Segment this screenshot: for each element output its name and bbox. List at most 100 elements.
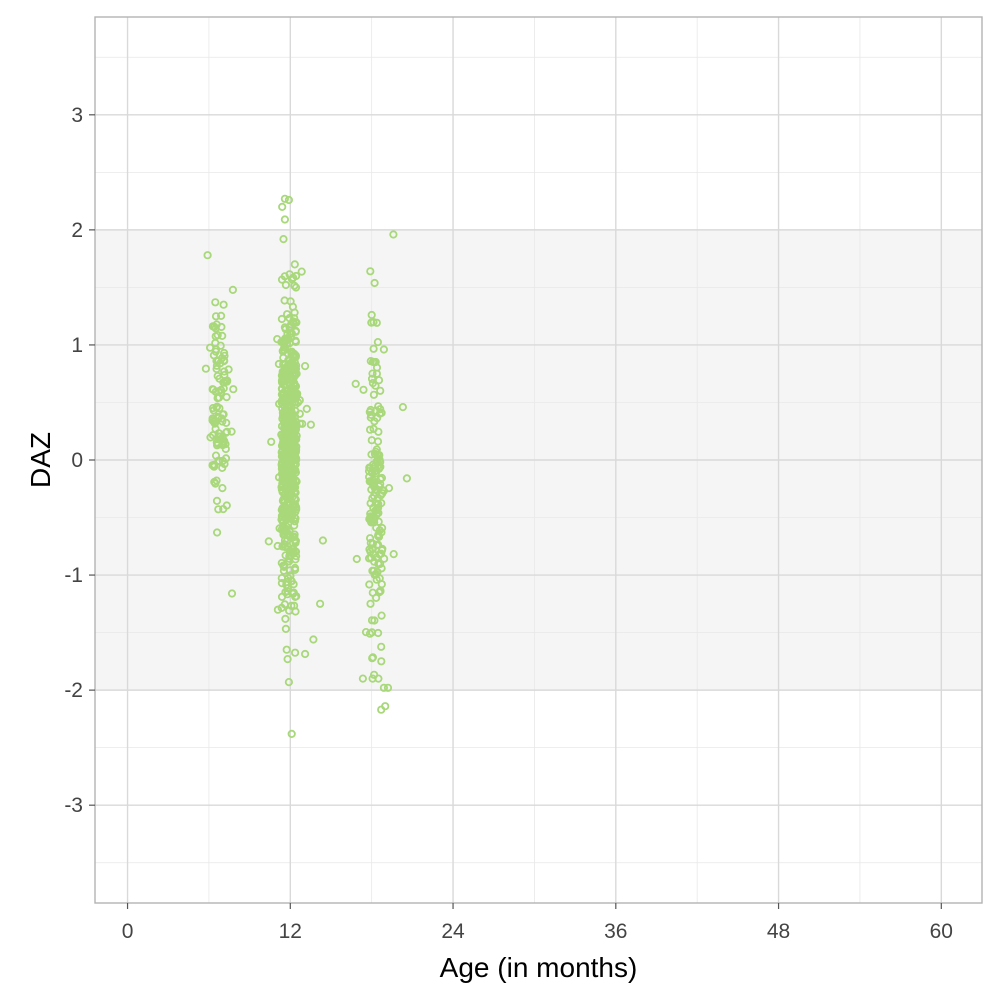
x-axis-title: Age (in months) [440,952,638,983]
data-point [375,526,384,535]
data-point [280,215,289,224]
data-point [289,580,298,589]
data-point [216,341,225,350]
data-point [365,580,374,589]
data-point [282,580,291,590]
data-point [277,384,286,393]
data-point [282,398,291,407]
data-point [370,278,379,288]
data-point [367,318,376,327]
data-point [376,405,385,414]
data-point [367,616,377,625]
data-point [368,588,377,597]
data-point [318,536,327,545]
data-point [267,437,276,446]
data-point [374,559,383,569]
data-point [288,273,298,282]
data-point [212,496,222,505]
data-point [286,550,295,560]
data-point [222,418,231,427]
data-point [372,445,381,454]
data-point [282,433,291,442]
data-point [376,386,385,395]
data-point [367,310,376,320]
data-point [281,624,290,634]
data-point [290,349,299,359]
data-point [227,589,237,598]
data-point [369,491,379,501]
data-point [279,353,288,362]
data-point [206,343,215,352]
data-point [377,657,386,666]
data-point [377,611,386,620]
y-axis-ticks: -3 -2 -1 0 1 2 3 [64,104,95,817]
data-point [368,654,377,663]
data-point [209,385,218,394]
data-point [289,588,298,597]
data-point [278,368,288,378]
data-point [291,382,301,391]
data-point [279,561,288,570]
data-point [211,312,221,321]
data-point [287,601,296,610]
data-point [222,501,231,510]
data-point [291,514,300,523]
data-point [297,267,306,276]
data-point [371,406,381,415]
data-point [291,283,301,292]
data-point [369,566,378,575]
data-point [379,683,388,692]
data-point [280,194,289,203]
x-tick-label: 48 [767,920,790,943]
data-point [285,500,294,509]
data-point [281,425,290,434]
data-point [224,365,233,374]
data-point [280,540,289,549]
x-tick-label: 0 [122,920,134,943]
data-point [364,466,374,476]
data-point [373,453,383,463]
y-tick-label: -3 [64,794,83,817]
data-point [284,511,293,521]
data-point [315,599,325,608]
data-point [283,654,292,664]
data-point [300,649,310,659]
x-tick-label: 60 [930,920,953,943]
data-point [279,235,288,244]
data-point [282,310,292,319]
y-tick-label: 2 [71,219,83,242]
data-point [280,364,289,373]
data-point [290,260,299,269]
data-point [217,388,226,397]
data-point [214,412,223,421]
data-point [287,729,296,739]
data-points [201,194,411,739]
data-point [302,404,311,413]
data-point [374,427,383,436]
data-point [383,683,393,692]
data-point [366,599,375,608]
data-point [221,428,231,437]
data-point [213,371,222,381]
data-point [352,554,361,564]
data-point [373,540,383,549]
data-point [376,587,385,596]
data-point [286,297,295,306]
data-point [288,374,297,384]
data-point [220,367,229,376]
data-point [214,505,223,514]
data-point [369,478,378,487]
data-point [381,702,390,711]
data-point [373,337,382,347]
data-point [369,344,378,353]
data-point [290,521,299,530]
data-point [291,448,300,457]
data-point [365,629,375,638]
data-point [284,677,293,687]
data-point [368,539,377,548]
data-point [374,674,383,683]
data-point [281,614,290,624]
data-point [210,322,219,331]
